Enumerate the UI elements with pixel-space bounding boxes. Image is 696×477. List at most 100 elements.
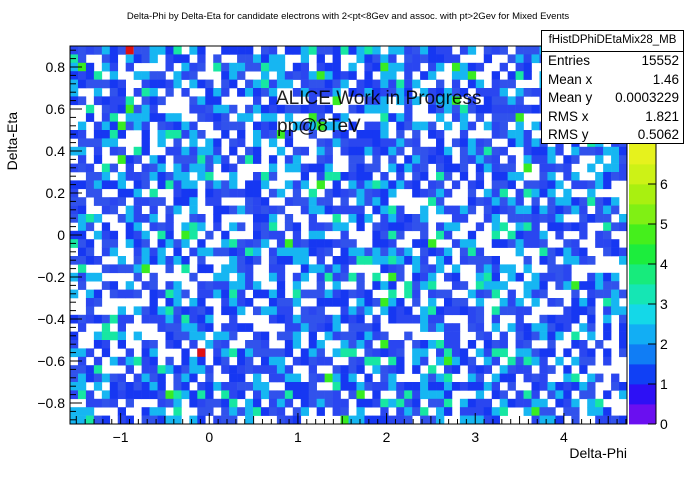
heatmap-cell (388, 340, 397, 349)
heatmap-cell (181, 88, 190, 97)
heatmap-cell (276, 390, 286, 400)
heatmap-cell (125, 365, 134, 374)
heatmap-cell (77, 323, 87, 332)
heatmap-cell (515, 398, 524, 408)
heatmap-cell (292, 155, 302, 164)
heatmap-cell (563, 365, 572, 374)
heatmap-cell (523, 188, 532, 198)
heatmap-cell (388, 62, 397, 72)
heatmap-cell (459, 205, 469, 215)
heatmap-cell (587, 281, 596, 290)
heatmap-cell (372, 222, 381, 232)
heatmap-cell (197, 214, 206, 223)
heatmap-cell (396, 205, 405, 215)
heatmap-cell (547, 407, 556, 416)
x-tick-label: 2 (383, 429, 391, 445)
heatmap-cell (587, 356, 596, 366)
heatmap-cell (388, 155, 397, 164)
heatmap-cell (284, 104, 294, 114)
heatmap-cell (85, 214, 95, 223)
stats-value: 15552 (641, 53, 679, 68)
heatmap-cell (165, 130, 174, 139)
heatmap-cell (85, 71, 95, 80)
heatmap-cell (181, 222, 190, 232)
heatmap-cell (491, 415, 500, 425)
heatmap-cell (300, 348, 310, 358)
heatmap-cell (420, 205, 429, 215)
heatmap-cell (117, 180, 126, 190)
heatmap-cell (348, 205, 357, 215)
heatmap-cell (443, 356, 453, 366)
heatmap-cell (451, 306, 461, 316)
heatmap-cell (173, 390, 182, 400)
heatmap-cell (237, 390, 246, 400)
heatmap-cell (404, 113, 413, 122)
heatmap-cell (77, 264, 87, 274)
heatmap-cell (436, 197, 445, 206)
palette-tick-label: 3 (660, 296, 668, 312)
heatmap-cell (547, 390, 556, 400)
heatmap-cell (396, 390, 405, 400)
heatmap-cell (85, 79, 95, 89)
heatmap-cell (213, 155, 222, 164)
heatmap-cell (133, 264, 142, 274)
heatmap-cell (467, 239, 477, 248)
heatmap-cell (117, 415, 126, 425)
heatmap-cell (364, 138, 373, 148)
heatmap-cell (316, 180, 325, 190)
heatmap-cell (571, 239, 580, 248)
heatmap-cell (603, 289, 612, 299)
heatmap-cell (531, 54, 540, 64)
heatmap-cell (491, 230, 500, 240)
heatmap-cell (205, 247, 214, 257)
heatmap-cell (555, 222, 564, 232)
heatmap-cell (141, 281, 150, 290)
heatmap-cell (348, 365, 357, 374)
heatmap-cell (85, 247, 95, 257)
palette-band (629, 364, 656, 385)
heatmap-cell (443, 88, 453, 97)
heatmap-cell (380, 104, 389, 114)
heatmap-cell (531, 214, 540, 223)
heatmap-cell (396, 382, 405, 391)
heatmap-cell (436, 306, 445, 316)
heatmap-cell (412, 365, 421, 374)
heatmap-cell (308, 96, 317, 106)
heatmap-cell (531, 289, 540, 299)
heatmap-cell (459, 172, 469, 181)
heatmap-cell (292, 323, 302, 332)
heatmap-cell (173, 130, 182, 139)
heatmap-cell (101, 373, 111, 383)
heatmap-cell (515, 214, 524, 223)
heatmap-cell (340, 71, 349, 80)
heatmap-cell (579, 180, 588, 190)
heatmap-cell (515, 340, 524, 349)
heatmap-cell (324, 88, 333, 97)
heatmap-cell (221, 340, 230, 349)
heatmap-cell (253, 138, 262, 148)
heatmap-cell (619, 172, 628, 181)
heatmap-cell (253, 239, 262, 248)
palette-band (629, 204, 656, 225)
heatmap-cell (276, 415, 286, 425)
heatmap-cell (539, 214, 548, 223)
heatmap-cell (300, 239, 310, 248)
heatmap-cell (356, 398, 365, 408)
heatmap-cell (77, 214, 87, 223)
heatmap-cell (253, 214, 262, 223)
heatmap-cell (396, 88, 405, 97)
heatmap-cell (221, 188, 230, 198)
heatmap-cell (428, 323, 437, 332)
heatmap-cell (396, 348, 405, 358)
heatmap-cell (523, 239, 532, 248)
heatmap-cell (420, 415, 429, 425)
heatmap-cell (483, 214, 493, 223)
heatmap-cell (388, 356, 397, 366)
heatmap-cell (213, 113, 222, 122)
heatmap-cell (340, 46, 349, 55)
heatmap-cell (579, 340, 588, 349)
heatmap-cell (165, 415, 174, 425)
heatmap-cell (491, 281, 500, 290)
heatmap-cell (388, 138, 397, 148)
heatmap-cell (475, 79, 485, 89)
